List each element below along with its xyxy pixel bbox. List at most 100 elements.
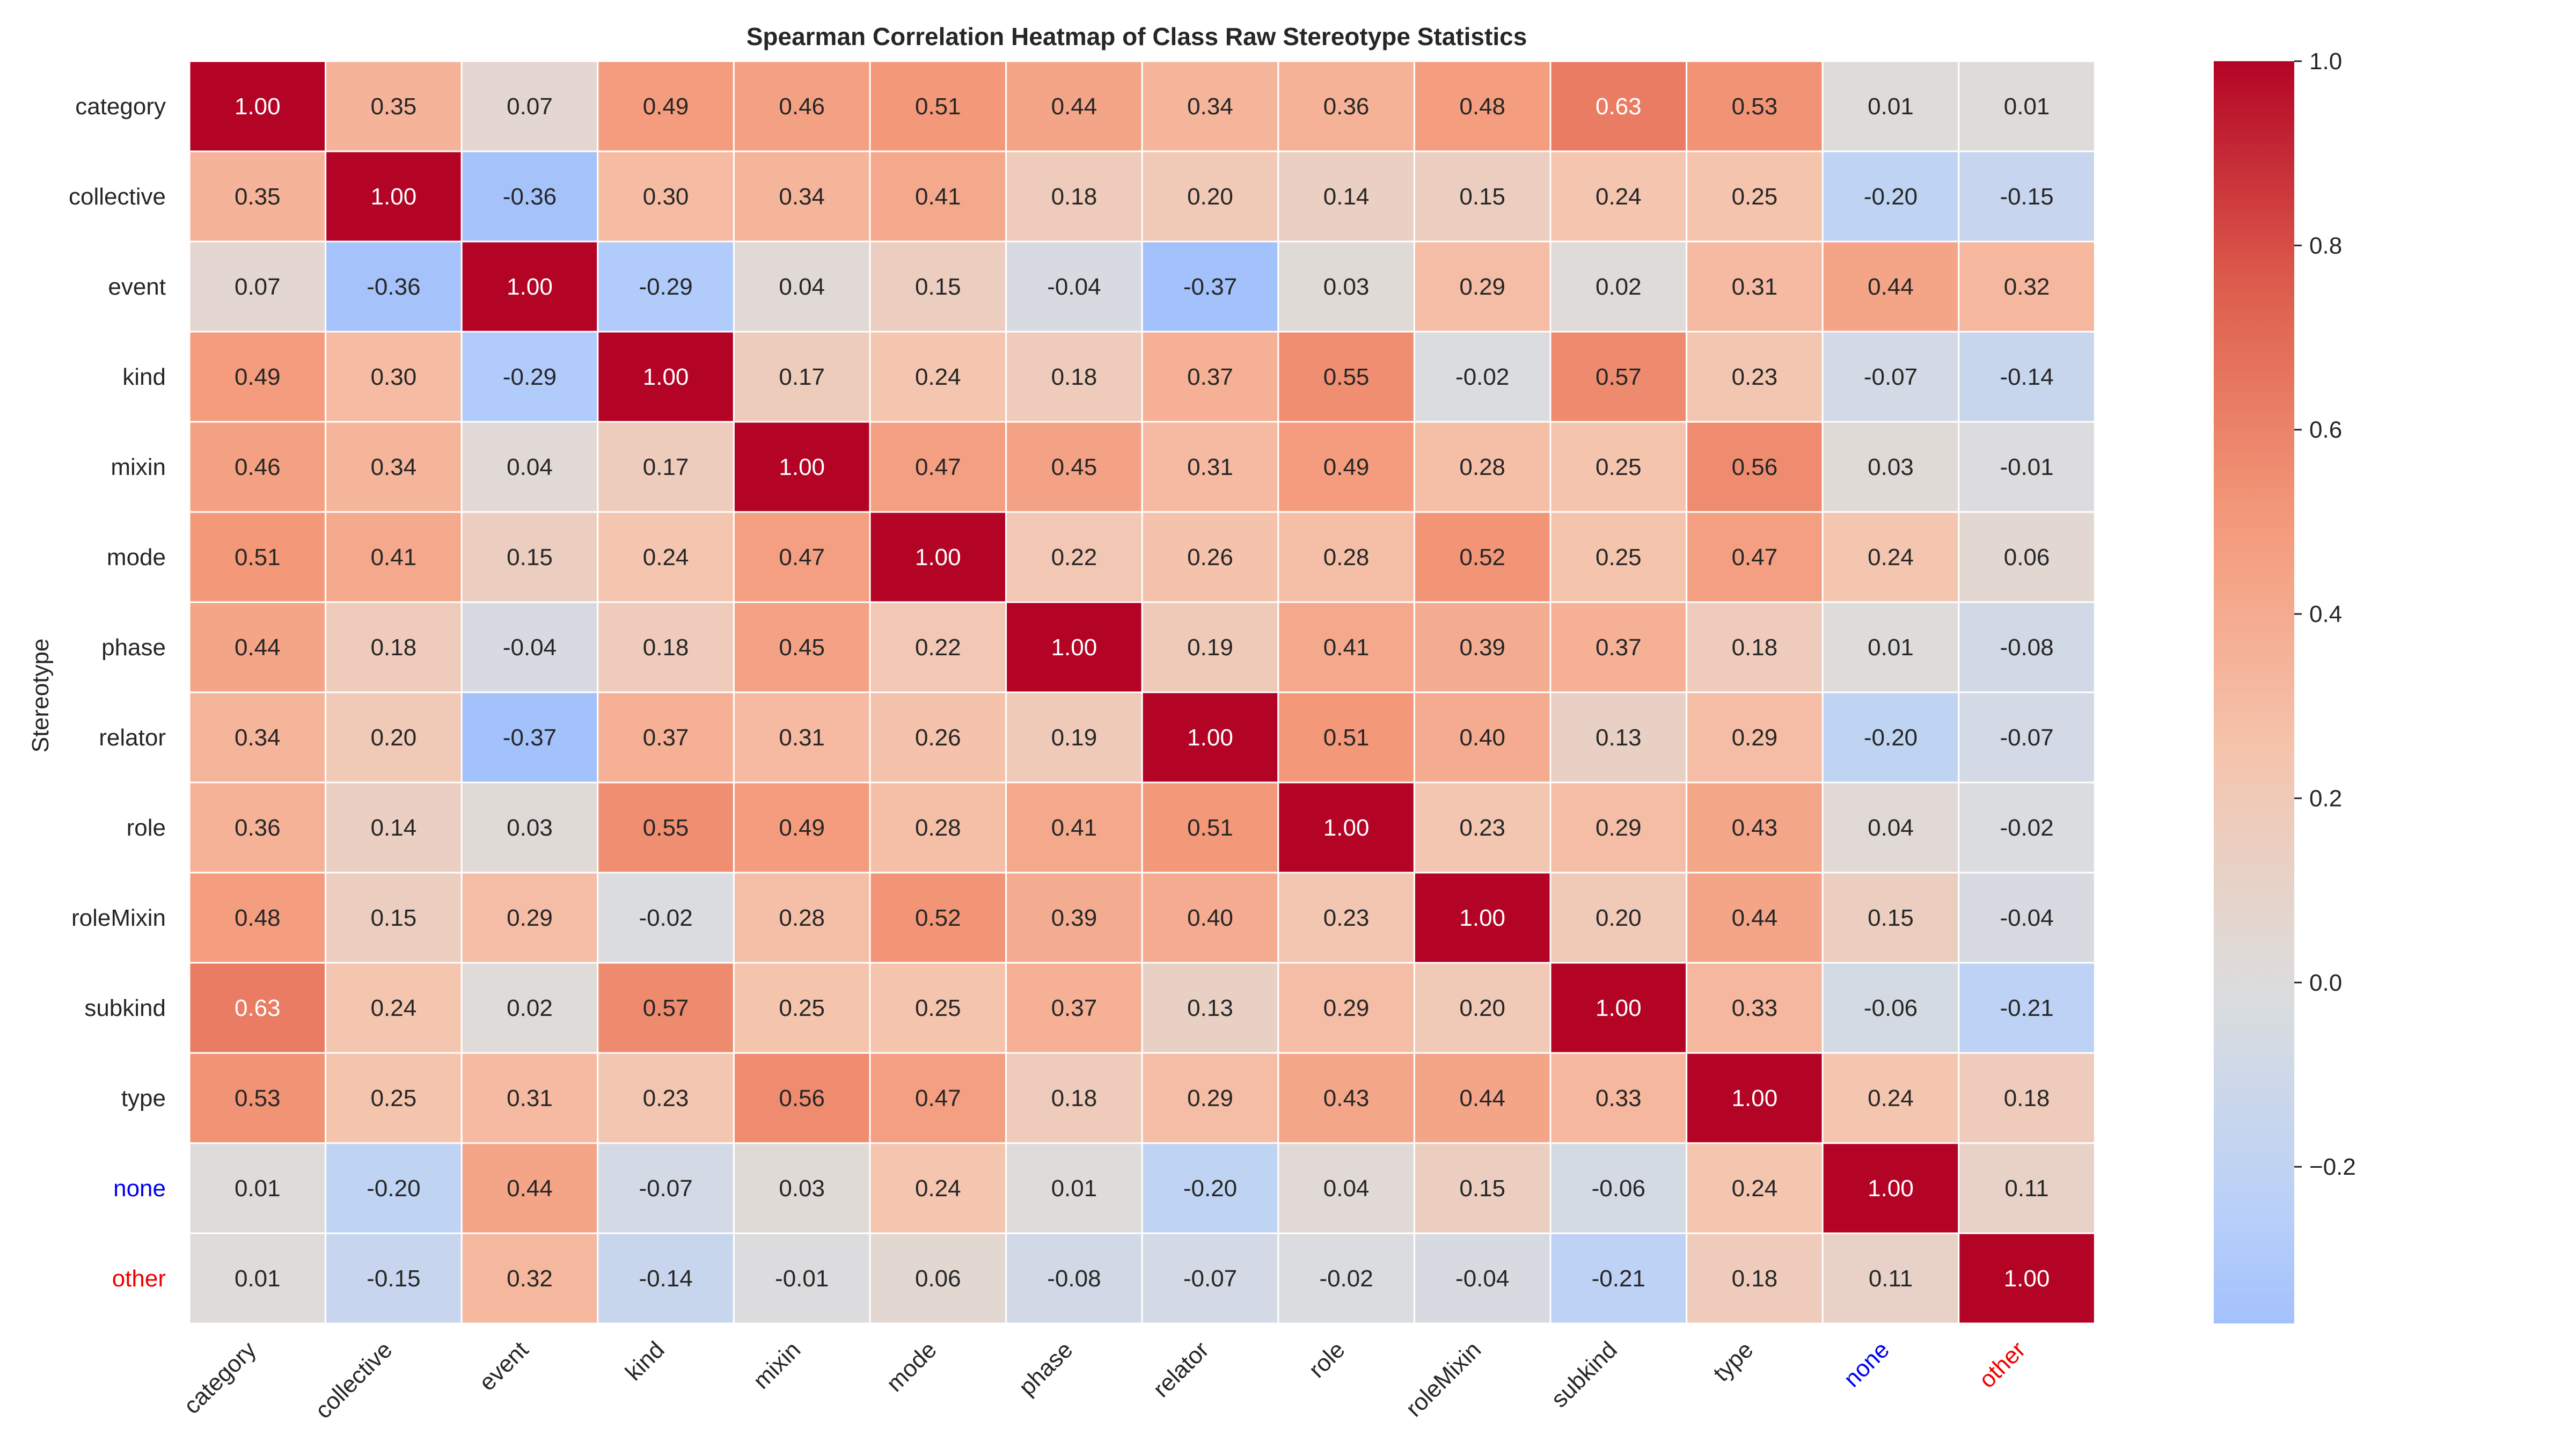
- heatmap-cell-roleMixin-role: [1277, 872, 1415, 964]
- cell-value-kind-category: 0.49: [235, 364, 281, 390]
- cell-value-type-role: 0.43: [1323, 1085, 1370, 1111]
- heatmap-cell-collective-phase: [1005, 150, 1143, 243]
- cell-value-subkind-category: 0.63: [235, 995, 281, 1021]
- cell-value-none-other: 0.11: [2004, 1175, 2048, 1202]
- cell-value-role-mode: 0.28: [915, 815, 961, 841]
- cell-value-other-none: 0.11: [1869, 1265, 1913, 1292]
- cell-value-other-roleMixin: -0.04: [1455, 1265, 1509, 1292]
- heatmap-cell-type-other: [1958, 1052, 2096, 1144]
- heatmap-cell-other-mode: [869, 1232, 1007, 1324]
- colorbar-gradient: [2214, 61, 2294, 1323]
- row-label-subkind: subkind: [84, 995, 166, 1021]
- cell-value-collective-other: -0.15: [2000, 184, 2053, 210]
- heatmap-cell-event-role: [1277, 240, 1415, 333]
- row-label-mixin: mixin: [111, 454, 166, 480]
- cell-value-relator-type: 0.29: [1732, 724, 1778, 751]
- heatmap-cell-collective-relator: [1141, 150, 1279, 243]
- heatmap-cell-mixin-type: [1686, 421, 1824, 513]
- heatmap-cell-type-collective: [325, 1052, 463, 1144]
- heatmap-cell-mode-mixin: [733, 511, 871, 603]
- cell-value-subkind-none: -0.06: [1864, 995, 1918, 1021]
- cell-value-relator-kind: 0.37: [643, 724, 689, 751]
- heatmap-cell-none-other: [1958, 1142, 2096, 1234]
- cell-value-roleMixin-event: 0.29: [507, 905, 553, 931]
- cell-value-relator-roleMixin: 0.40: [1459, 724, 1505, 751]
- heatmap-cell-subkind-other: [1958, 962, 2096, 1054]
- heatmap-cell-mixin-roleMixin: [1413, 421, 1552, 513]
- cell-value-kind-kind: 1.00: [643, 364, 689, 390]
- cell-value-mixin-mode: 0.47: [915, 454, 961, 480]
- heatmap-cell-phase-category: [188, 601, 327, 693]
- heatmap-cell-relator-collective: [325, 691, 463, 784]
- cell-value-mixin-other: -0.01: [2000, 454, 2053, 480]
- heatmap-cell-type-phase: [1005, 1052, 1143, 1144]
- row-label-type: type: [121, 1085, 166, 1111]
- heatmap-cell-collective-other: [1958, 150, 2096, 243]
- cell-value-role-none: 0.04: [1868, 815, 1914, 841]
- heatmap-cell-collective-collective: [325, 150, 463, 243]
- heatmap-cell-roleMixin-other: [1958, 872, 2096, 964]
- cell-value-roleMixin-category: 0.48: [235, 905, 281, 931]
- cell-value-category-subkind: 0.63: [1596, 93, 1642, 120]
- cell-value-relator-subkind: 0.13: [1596, 724, 1642, 751]
- cell-value-role-category: 0.36: [235, 815, 281, 841]
- cell-value-mixin-relator: 0.31: [1187, 454, 1233, 480]
- cell-annotations: 1.00 0.35 0.07 0.49 0.46 0.51 0.44 0.34 0.36 0.48…: [235, 93, 2054, 1292]
- cell-value-event-roleMixin: 0.29: [1459, 274, 1505, 300]
- cell-value-phase-relator: 0.19: [1187, 634, 1233, 661]
- heatmap-cell-mode-other: [1958, 511, 2096, 603]
- cell-value-phase-phase: 1.00: [1051, 634, 1097, 661]
- heatmap-cell-none-none: [1821, 1142, 1960, 1234]
- cell-value-mixin-subkind: 0.25: [1596, 454, 1642, 480]
- heatmap-cell-phase-type: [1686, 601, 1824, 693]
- cell-value-none-type: 0.24: [1732, 1175, 1778, 1202]
- heatmap-cell-category-kind: [597, 60, 735, 152]
- heatmap-cell-mode-none: [1821, 511, 1960, 603]
- column-label-event: event: [474, 1336, 533, 1396]
- cell-value-event-role: 0.03: [1323, 274, 1370, 300]
- row-label-event: event: [108, 274, 166, 300]
- heatmap-cell-category-other: [1958, 60, 2096, 152]
- column-labels: category collective event kind mixin mode phas…: [179, 1336, 2031, 1424]
- row-label-kind: kind: [122, 364, 166, 390]
- heatmap-cell-none-kind: [597, 1142, 735, 1234]
- cell-value-none-role: 0.04: [1323, 1175, 1370, 1202]
- cell-value-role-phase: 0.41: [1051, 815, 1097, 841]
- cell-value-relator-other: -0.07: [2000, 724, 2053, 751]
- heatmap-cell-category-collective: [325, 60, 463, 152]
- cell-value-category-category: 1.00: [235, 93, 281, 120]
- cell-value-other-relator: -0.07: [1183, 1265, 1237, 1292]
- heatmap-cell-collective-subkind: [1549, 150, 1688, 243]
- row-labels: category collective event kind mixin mode phas…: [69, 93, 166, 1292]
- row-label-none: none: [113, 1175, 166, 1202]
- heatmap-cells: [188, 60, 2096, 1324]
- heatmap-cell-phase-phase: [1005, 601, 1143, 693]
- heatmap-cell-role-subkind: [1549, 781, 1688, 874]
- heatmap-cell-relator-other: [1958, 691, 2096, 784]
- cell-value-other-event: 0.32: [507, 1265, 553, 1292]
- cell-value-kind-relator: 0.37: [1187, 364, 1233, 390]
- cell-value-kind-collective: 0.30: [371, 364, 417, 390]
- cell-value-mode-mixin: 0.47: [779, 544, 825, 570]
- cell-value-phase-category: 0.44: [235, 634, 281, 661]
- heatmap-cell-none-relator: [1141, 1142, 1279, 1234]
- cell-value-mode-subkind: 0.25: [1596, 544, 1642, 570]
- cell-value-subkind-role: 0.29: [1323, 995, 1370, 1021]
- cell-value-role-collective: 0.14: [371, 815, 417, 841]
- column-label-other: other: [1974, 1336, 2031, 1393]
- cell-value-mixin-roleMixin: 0.28: [1459, 454, 1505, 480]
- cell-value-other-collective: -0.15: [367, 1265, 420, 1292]
- heatmap-cell-event-type: [1686, 240, 1824, 333]
- cell-value-event-mode: 0.15: [915, 274, 961, 300]
- heatmap-cell-category-relator: [1141, 60, 1279, 152]
- heatmap-cell-other-phase: [1005, 1232, 1143, 1324]
- heatmap-cell-kind-mixin: [733, 331, 871, 423]
- heatmap-cell-kind-relator: [1141, 331, 1279, 423]
- heatmap-cell-mixin-relator: [1141, 421, 1279, 513]
- cell-value-subkind-subkind: 1.00: [1596, 995, 1642, 1021]
- heatmap-cell-none-roleMixin: [1413, 1142, 1552, 1234]
- row-label-role: role: [127, 815, 166, 841]
- row-label-other: other: [112, 1265, 166, 1292]
- heatmap-cell-roleMixin-category: [188, 872, 327, 964]
- cell-value-category-roleMixin: 0.48: [1459, 93, 1505, 120]
